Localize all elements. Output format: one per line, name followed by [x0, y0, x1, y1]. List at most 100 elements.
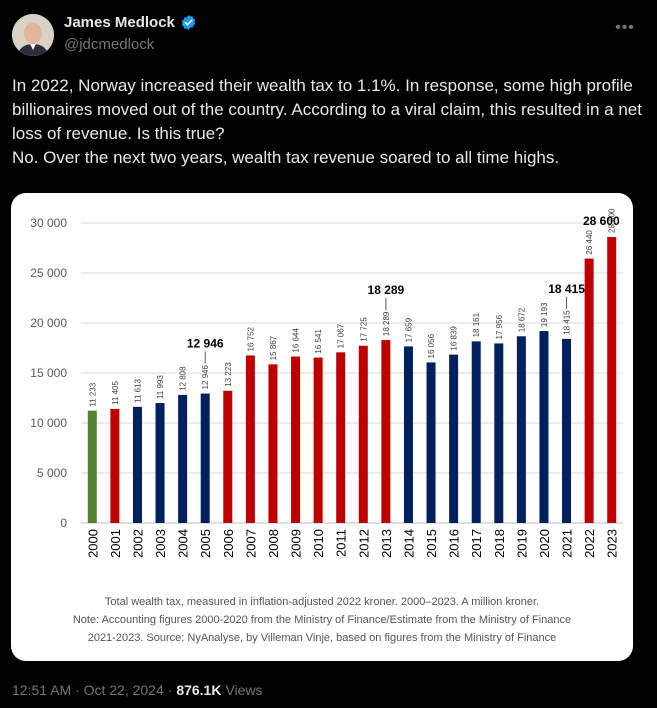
bar — [132, 406, 142, 523]
callout-label: 28 600 — [583, 214, 620, 228]
bar — [291, 356, 301, 523]
bar — [426, 362, 436, 523]
bar — [449, 354, 459, 523]
chart-caption: Total wealth tax, measured in inflation-… — [11, 593, 633, 647]
bar-value-label: 12 808 — [179, 366, 188, 391]
x-tick-label: 2018 — [492, 529, 507, 558]
bar — [584, 258, 594, 523]
x-tick-label: 2022 — [582, 529, 597, 558]
tweet-text: In 2022, Norway increased their wealth t… — [12, 74, 642, 170]
x-tick-label: 2008 — [266, 529, 281, 558]
x-tick-label: 2023 — [605, 529, 620, 558]
bar-value-label: 17 725 — [359, 317, 368, 342]
caption-line: 2021-2023. Source: NyAnalyse, by Villema… — [87, 632, 557, 644]
tweet-footer: 12:51 AM · Oct 22, 2024 · 876.1K Views — [12, 682, 263, 698]
bar-value-label: 26 440 — [585, 230, 594, 255]
caption-line: Total wealth tax, measured in inflation-… — [104, 596, 540, 608]
more-options-icon[interactable]: ••• — [615, 19, 635, 36]
x-tick-label: 2010 — [311, 529, 326, 558]
x-tick-label: 2002 — [130, 529, 145, 558]
x-tick-label: 2012 — [356, 529, 371, 558]
bar — [178, 394, 188, 523]
x-tick-label: 2009 — [289, 529, 304, 558]
views-label: Views — [225, 682, 263, 698]
bar-value-label: 11 993 — [156, 375, 165, 399]
bar-value-label: 18 415 — [563, 310, 572, 335]
bar-value-label: 18 289 — [382, 311, 391, 336]
bar — [516, 336, 526, 523]
x-tick-label: 2016 — [447, 529, 462, 558]
bar — [268, 364, 278, 523]
bar-value-label: 15 867 — [269, 335, 278, 360]
x-tick-label: 2001 — [108, 529, 123, 558]
bar — [381, 340, 391, 523]
bar-value-label: 18 672 — [517, 307, 526, 332]
chart-image[interactable]: 0 5 000 10 000 15 000 20 000 25 000 30 000 11 2… — [11, 193, 633, 661]
timestamp[interactable]: 12:51 AM · Oct 22, 2024 · — [12, 682, 173, 698]
y-tick-label: 0 — [60, 516, 67, 530]
bar — [110, 408, 120, 523]
caption-line: Note: Accounting figures 2000-2020 from … — [72, 614, 572, 626]
bar — [313, 357, 323, 523]
x-tick-label: 2014 — [401, 529, 416, 558]
views-count: 876.1K — [176, 682, 222, 698]
tweet-paragraph: In 2022, Norway increased their wealth t… — [12, 76, 642, 143]
y-tick-label: 10 000 — [30, 416, 67, 430]
y-tick-label: 15 000 — [30, 366, 67, 380]
bar-value-label: 11 613 — [133, 378, 142, 402]
bar-chart: 0 5 000 10 000 15 000 20 000 25 000 30 000 11 2… — [30, 208, 623, 558]
bar-value-label: 13 223 — [224, 362, 233, 387]
display-name[interactable]: James Medlock — [64, 14, 175, 31]
avatar[interactable] — [12, 14, 54, 56]
x-tick-label: 2019 — [514, 529, 529, 558]
x-tick-label: 2021 — [560, 529, 575, 558]
bar — [607, 237, 617, 523]
x-tick-label: 2004 — [176, 529, 191, 558]
bar — [336, 352, 346, 523]
bar — [358, 345, 368, 523]
y-tick-label: 20 000 — [30, 316, 67, 330]
y-tick-label: 5 000 — [37, 466, 67, 480]
bar — [200, 393, 210, 523]
handle[interactable]: @jdcmedlock — [64, 36, 155, 53]
tweet-paragraph: No. Over the next two years, wealth tax … — [12, 148, 560, 167]
callout-label: 12 946 — [187, 337, 224, 351]
bar-value-label: 16 752 — [246, 326, 255, 351]
bar-value-label: 16 839 — [450, 326, 459, 351]
x-tick-label: 2000 — [85, 529, 100, 558]
x-tick-label: 2020 — [537, 529, 552, 558]
bar-value-label: 17 067 — [337, 323, 346, 348]
y-tick-label: 25 000 — [30, 266, 67, 280]
bar-value-label: 16 644 — [292, 328, 301, 353]
x-tick-label: 2017 — [469, 529, 484, 558]
bar-value-label: 17 956 — [495, 314, 504, 339]
bar — [471, 341, 481, 523]
bar — [87, 410, 97, 523]
bar-value-label: 11 233 — [88, 382, 97, 406]
bar — [155, 403, 165, 523]
bar-value-label: 28 600 — [608, 208, 617, 233]
bar — [403, 346, 413, 523]
callout-label: 18 289 — [368, 283, 405, 297]
bar — [562, 338, 572, 523]
y-tick-label: 30 000 — [30, 216, 67, 230]
bar — [223, 390, 233, 523]
x-tick-label: 2005 — [198, 529, 213, 558]
bar — [539, 331, 549, 523]
x-tick-label: 2015 — [424, 529, 439, 558]
x-tick-label: 2007 — [243, 529, 258, 558]
callout-label: 18 415 — [548, 282, 585, 296]
bar-value-label: 12 946 — [201, 365, 210, 390]
bar-value-label: 17 659 — [404, 317, 413, 342]
bar-value-label: 16 541 — [314, 329, 323, 354]
bar-value-label: 16 056 — [427, 333, 436, 358]
x-tick-label: 2006 — [221, 529, 236, 558]
bar — [245, 355, 255, 523]
bar-value-label: 11 405 — [111, 381, 120, 405]
bar — [494, 343, 504, 523]
bar-value-label: 18 161 — [472, 312, 481, 337]
x-tick-label: 2003 — [153, 529, 168, 558]
verified-badge-icon — [181, 15, 196, 30]
author-row: James Medlock — [64, 14, 197, 31]
x-tick-label: 2011 — [334, 529, 349, 557]
